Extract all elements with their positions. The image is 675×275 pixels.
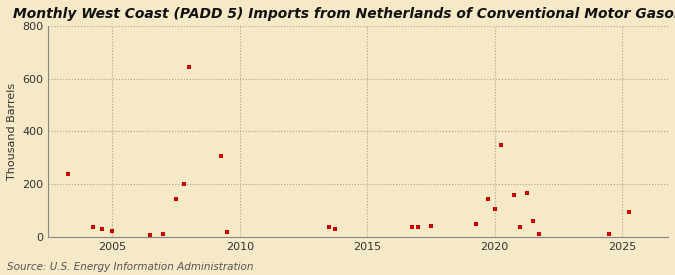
- Point: [521, 191, 532, 196]
- Point: [528, 219, 539, 224]
- Point: [184, 65, 194, 69]
- Point: [107, 229, 117, 233]
- Point: [508, 192, 519, 197]
- Y-axis label: Thousand Barrels: Thousand Barrels: [7, 83, 17, 180]
- Point: [483, 196, 493, 201]
- Point: [604, 232, 615, 236]
- Point: [158, 232, 169, 236]
- Point: [534, 232, 545, 236]
- Point: [515, 224, 526, 229]
- Point: [413, 225, 424, 230]
- Title: Monthly West Coast (PADD 5) Imports from Netherlands of Conventional Motor Gasol: Monthly West Coast (PADD 5) Imports from…: [14, 7, 675, 21]
- Point: [406, 225, 417, 230]
- Point: [88, 225, 99, 230]
- Point: [495, 142, 506, 147]
- Text: Source: U.S. Energy Information Administration: Source: U.S. Energy Information Administ…: [7, 262, 253, 272]
- Point: [425, 224, 436, 228]
- Point: [489, 207, 500, 211]
- Point: [330, 227, 341, 231]
- Point: [623, 210, 634, 214]
- Point: [323, 224, 334, 229]
- Point: [179, 182, 190, 186]
- Point: [62, 171, 73, 176]
- Point: [215, 154, 226, 159]
- Point: [145, 233, 156, 237]
- Point: [221, 230, 232, 234]
- Point: [96, 227, 107, 232]
- Point: [470, 221, 481, 226]
- Point: [171, 196, 182, 201]
